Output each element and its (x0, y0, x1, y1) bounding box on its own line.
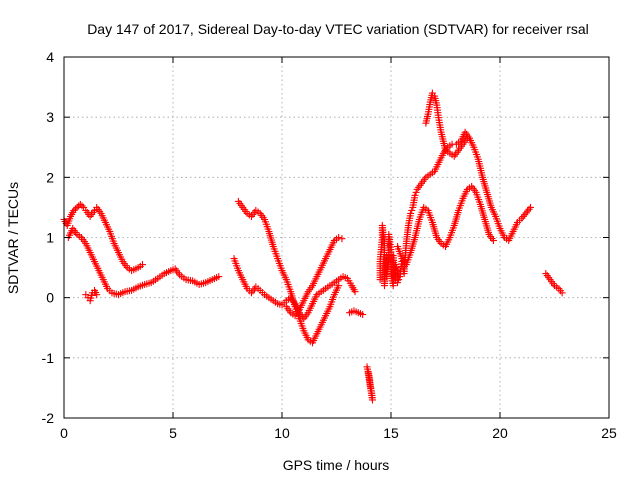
x-tick-label: 20 (492, 425, 508, 441)
y-tick-label: -1 (42, 350, 55, 366)
series-trace (346, 307, 367, 319)
data-point (558, 289, 566, 297)
data-point (93, 291, 101, 299)
chart-title: Day 147 of 2017, Sidereal Day-to-day VTE… (87, 21, 589, 37)
axis-ticks: 0 5 10 15 20 25 -2 -1 0 1 2 3 4 (42, 49, 617, 441)
series-trace (82, 286, 101, 305)
data-point (335, 234, 343, 241)
data-point (407, 209, 415, 217)
data-point (527, 203, 535, 211)
data-point (338, 235, 346, 243)
series-trace (282, 234, 346, 320)
data-point (463, 134, 471, 142)
data-point (335, 282, 343, 290)
data-point (359, 311, 367, 319)
x-tick-label: 0 (60, 425, 68, 441)
data-points (60, 89, 566, 404)
data-point (489, 237, 497, 245)
y-tick-label: 0 (46, 290, 54, 306)
data-point (76, 200, 84, 208)
data-point (395, 276, 403, 284)
data-point (138, 261, 146, 269)
data-point (411, 191, 419, 199)
y-axis-label: SDTVAR / TECUs (5, 182, 21, 294)
series-trace (542, 270, 566, 297)
data-point (351, 288, 359, 296)
series-trace (394, 182, 497, 269)
data-point (391, 261, 399, 269)
data-point (215, 273, 223, 281)
data-point (71, 205, 79, 213)
y-tick-label: 3 (46, 109, 54, 125)
series-trace (363, 363, 376, 404)
data-point (78, 202, 86, 210)
data-point (73, 203, 81, 211)
x-tick-label: 5 (169, 425, 177, 441)
y-tick-label: 2 (46, 169, 54, 185)
data-point (394, 279, 402, 287)
x-axis-label: GPS time / hours (283, 457, 390, 473)
data-point (70, 206, 78, 214)
data-point (408, 206, 416, 214)
series-trace (234, 197, 343, 347)
series-trace (64, 224, 223, 299)
data-point (364, 369, 372, 377)
x-tick-label: 25 (601, 425, 617, 441)
x-tick-label: 10 (274, 425, 290, 441)
y-tick-label: 4 (46, 49, 54, 65)
data-point (392, 264, 400, 272)
series-trace (422, 89, 471, 160)
x-tick-label: 15 (383, 425, 399, 441)
data-point (412, 188, 420, 196)
series-trace (60, 200, 146, 275)
y-tick-label: 1 (46, 230, 54, 246)
y-tick-label: -2 (42, 410, 55, 426)
